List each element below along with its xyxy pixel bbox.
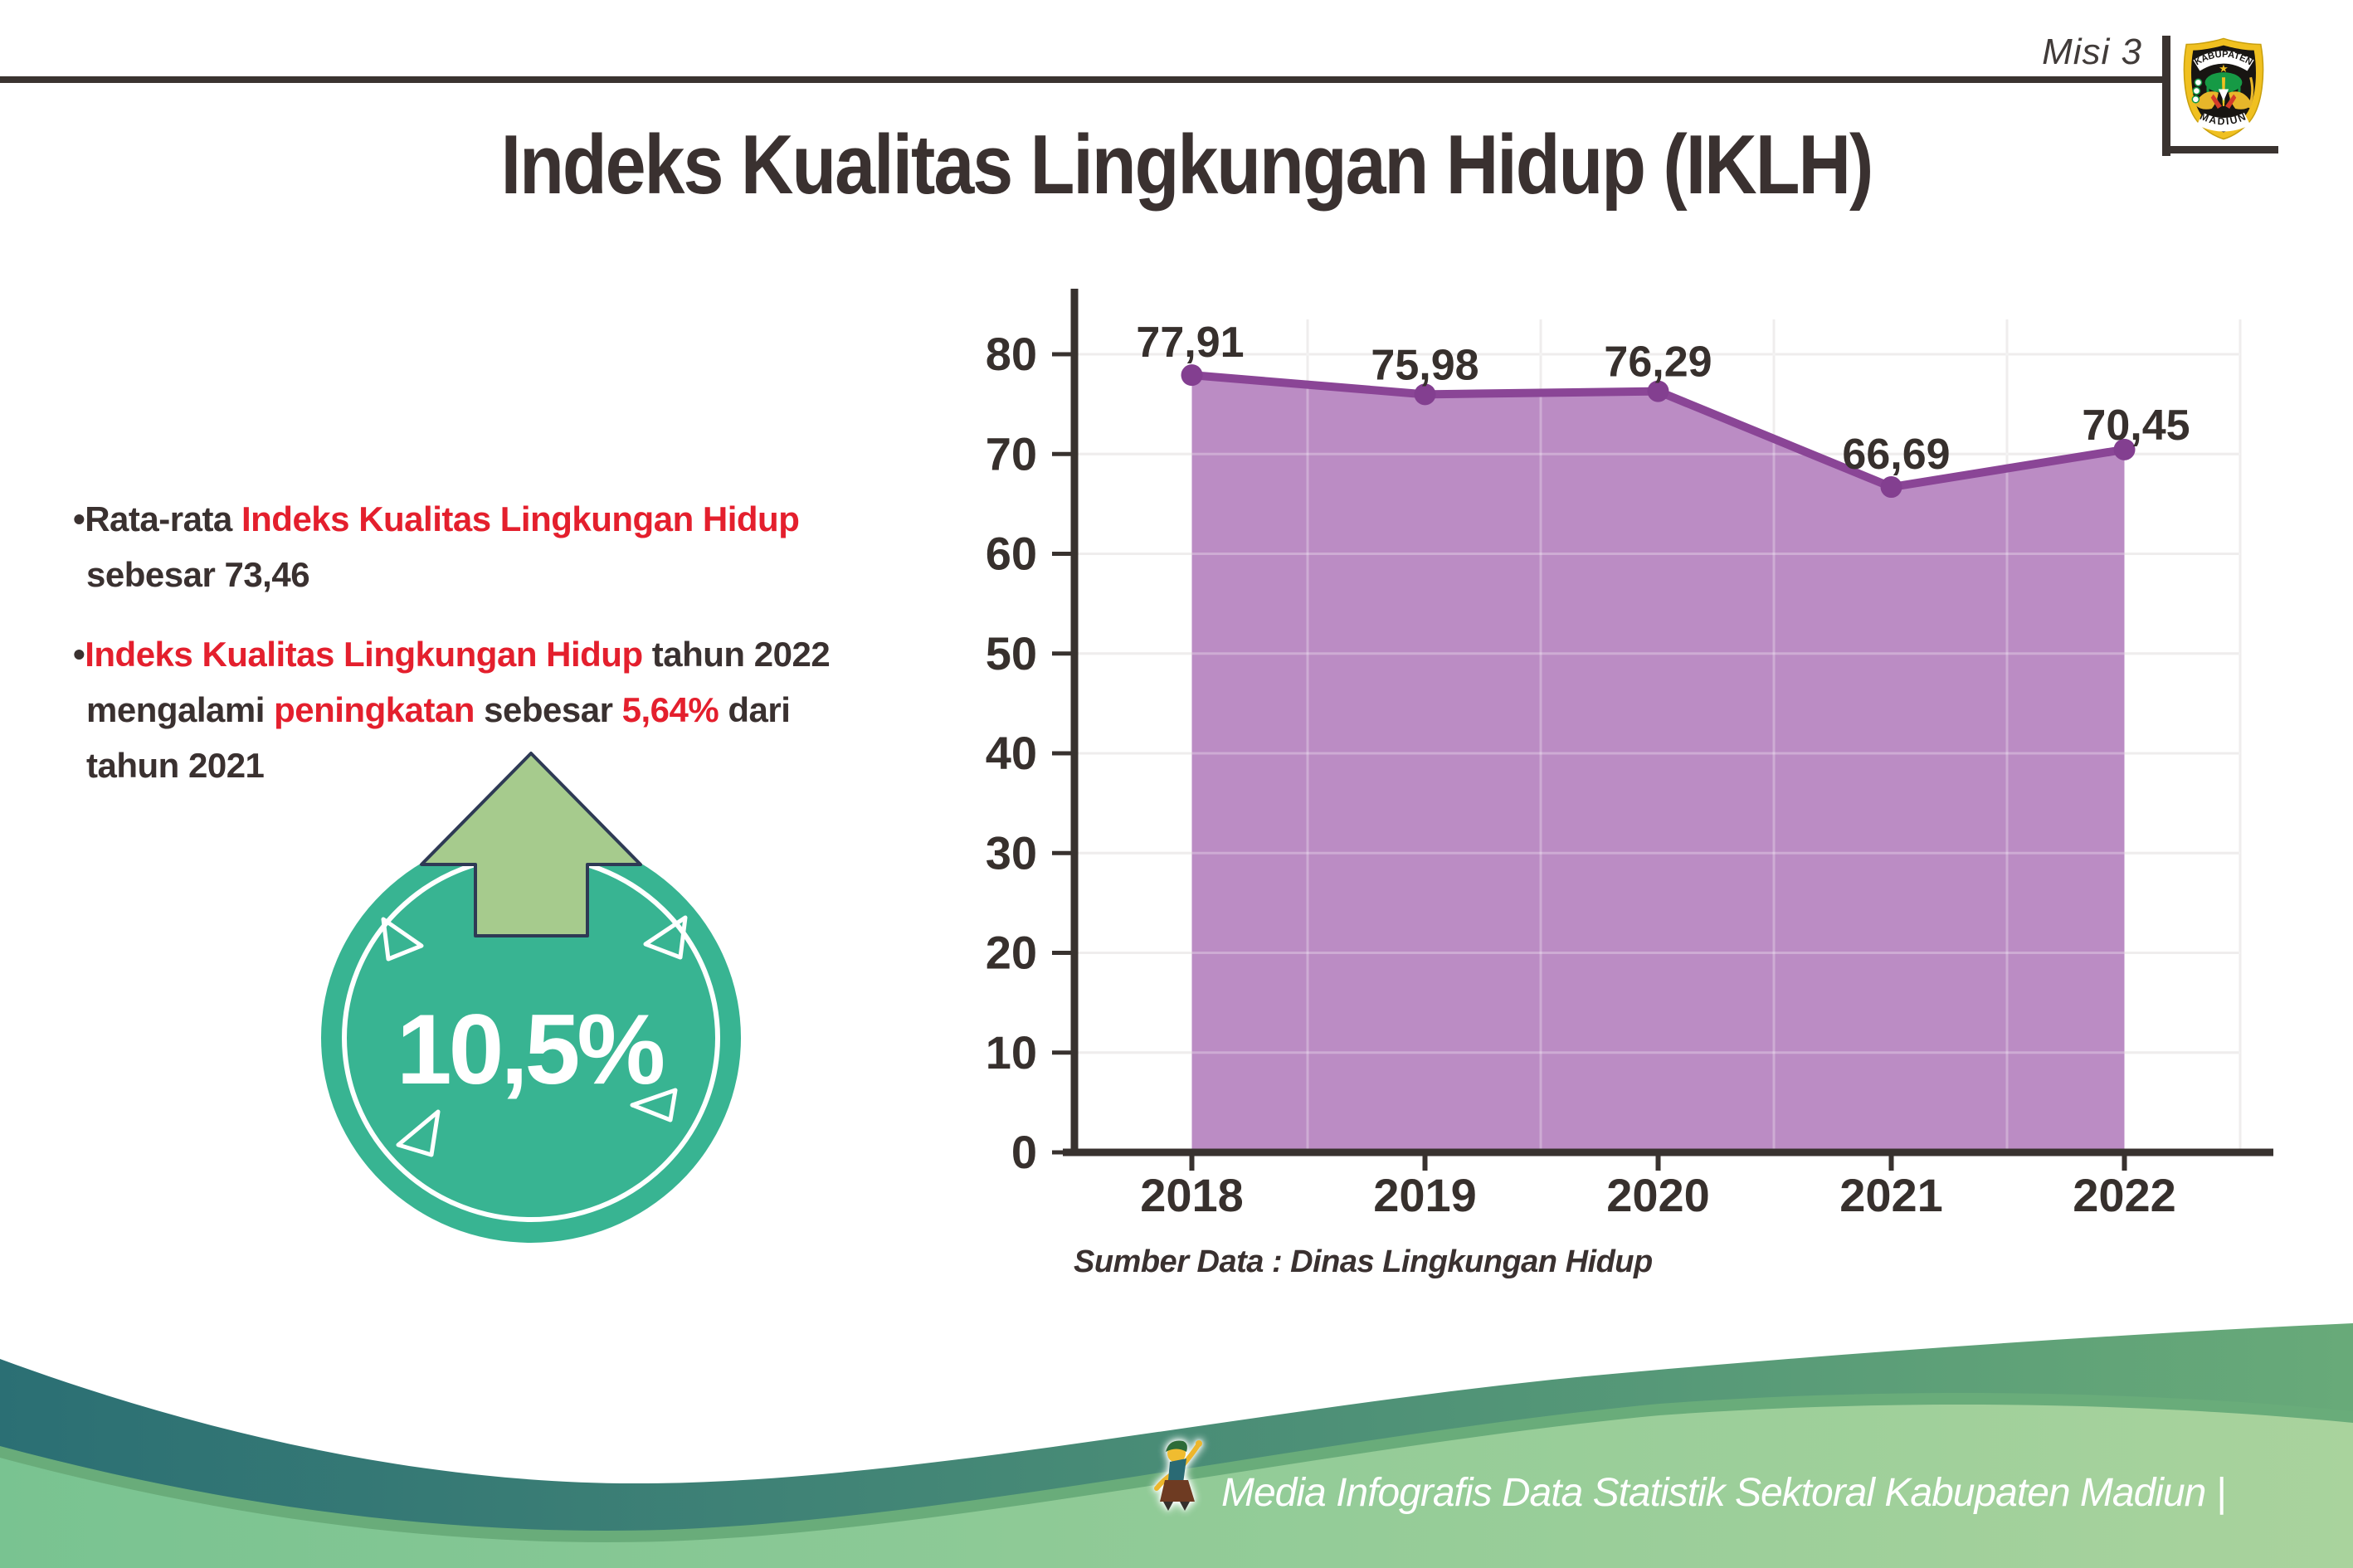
badge-circle (321, 833, 741, 1243)
bullet-item: •Indeks Kualitas Lingkungan Hidup tahun … (73, 626, 831, 793)
data-point (1181, 364, 1203, 387)
y-tick-label: 20 (986, 927, 1037, 979)
logo-rice-stalk (2248, 76, 2254, 109)
logo-kris-shield (2218, 89, 2229, 101)
logo-star-icon: ★ (2219, 62, 2229, 75)
dancer-mascot-icon (1154, 1440, 1202, 1511)
kabupaten-madiun-logo: KABUPATEN ★ MADIUN (2183, 37, 2264, 140)
bullet-text-segment: tahun 2021 (86, 746, 265, 785)
bullet-text-segment: sebesar 73,46 (86, 555, 310, 594)
area-fill (1191, 375, 2125, 1152)
logo-bottom-ribbon (2196, 112, 2251, 132)
increase-badge: 10,5% (321, 752, 741, 1243)
x-tick-label: 2020 (1606, 1169, 1710, 1221)
badge-spark-lower-right (630, 1088, 678, 1122)
data-point (1880, 476, 1902, 499)
data-point-label: 66,69 (1842, 431, 1950, 479)
x-tick-label: 2019 (1373, 1169, 1477, 1221)
badge-spark-upper-left (381, 917, 424, 962)
data-point (1647, 380, 1669, 402)
y-tick-label: 0 (1011, 1126, 1037, 1178)
y-tick-label: 50 (986, 627, 1037, 679)
bullet-text-segment: peningkatan (274, 690, 475, 729)
y-tick-label: 10 (986, 1026, 1037, 1079)
bullet-text-segment: 5,64% (621, 690, 719, 729)
y-tick-label: 80 (986, 328, 1037, 380)
bullet-text-segment: mengalami (86, 690, 275, 729)
y-tick-label: 60 (986, 528, 1037, 580)
x-tick-label: 2021 (1839, 1169, 1943, 1221)
bullet-text-segment: Indeks Kualitas Lingkungan Hidup (241, 499, 800, 538)
data-point-label: 70,45 (2082, 402, 2190, 450)
x-tick-label: 2018 (1140, 1169, 1244, 1221)
badge-percentage: 10,5% (397, 994, 664, 1105)
bullet-item: •Rata-rata Indeks Kualitas Lingkungan Hi… (73, 491, 800, 602)
logo-cotton-1 (2194, 78, 2203, 87)
footer-credit: Media Infografis Data Statistik Sektoral… (1221, 1471, 2226, 1515)
x-tick-label: 2022 (2073, 1169, 2176, 1221)
bullet-text-segment: • (73, 635, 85, 674)
misi-label: Misi 3 (2042, 32, 2142, 72)
bullet-text-segment: dari (719, 690, 791, 729)
arrow-up-icon (420, 752, 642, 937)
logo-red-ribbons (2210, 94, 2237, 109)
bullet-text-segment: sebesar (474, 690, 622, 729)
data-point (2113, 438, 2136, 460)
bullet-text-segment: • (73, 499, 85, 538)
bullet-text-segment: Rata-rata (85, 499, 241, 538)
logo-bottom-text: MADIUN (2198, 110, 2248, 128)
y-tick-label: 70 (986, 427, 1037, 480)
footer-wave (0, 1323, 2353, 1568)
badge-spark-lower-left (396, 1109, 441, 1157)
source-note: Sumber Data : Dinas Lingkungan Hidup (1074, 1244, 1653, 1279)
iklh-area-chart: 0 10 20 30 40 50 60 70 80 2018 2019 2020 2021 2022 77,… (986, 289, 2273, 1221)
data-point-label: 76,29 (1604, 338, 1712, 387)
bullet-text-segment: tahun 2022 (642, 635, 831, 674)
logo-top-ribbon (2193, 51, 2254, 71)
page-title: Indeks Kualitas Lingkungan Hidup (IKLH) (500, 117, 1874, 212)
y-tick-label: 40 (986, 727, 1037, 779)
logo-cotton-3 (2191, 95, 2200, 104)
data-point-label: 75,98 (1371, 341, 1479, 389)
data-point (1414, 383, 1436, 406)
logo-cotton-2 (2192, 86, 2201, 95)
bullet-text-segment: Indeks Kualitas Lingkungan Hidup (85, 635, 643, 674)
y-tick-label: 30 (986, 826, 1037, 879)
data-point-label: 77,91 (1136, 319, 1244, 367)
header-rule (0, 76, 2162, 83)
logo-bracket-horizontal (2162, 146, 2278, 153)
badge-spark-upper-right (643, 915, 688, 960)
logo-bracket-vertical (2162, 36, 2170, 156)
